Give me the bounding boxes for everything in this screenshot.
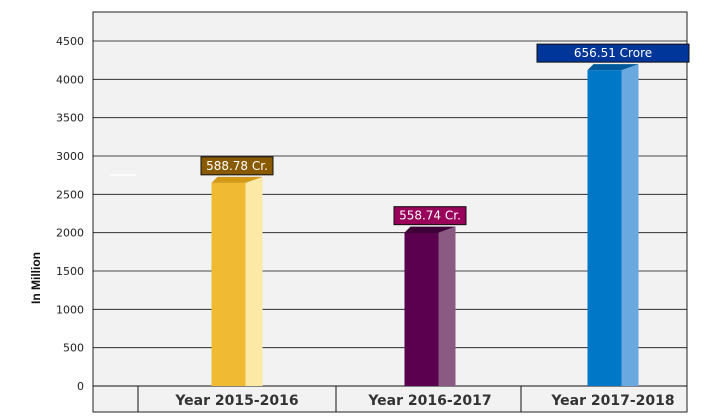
bar-front-face [587, 70, 622, 386]
category-label: Year 2015-2016 [174, 393, 298, 409]
y-tick-label: 4500 [56, 35, 84, 48]
category-label: Year 2016-2017 [367, 393, 491, 409]
y-tick-label: 4000 [56, 73, 84, 86]
bar-3: 656.51 Crore [536, 43, 690, 386]
bar-side-face [438, 226, 456, 386]
bars: 588.78 Cr. 558.74 Cr. 656.51 Crore [200, 43, 690, 386]
bar-2: 558.74 Cr. [393, 206, 467, 386]
y-tick-label: 3500 [56, 112, 84, 125]
y-tick-label: 1000 [56, 303, 84, 316]
bar-1: 588.78 Cr. [200, 156, 274, 386]
y-tick-label: 2000 [56, 227, 84, 240]
data-label: 558.74 Cr. [399, 209, 461, 223]
y-tick-label: 1500 [56, 265, 84, 278]
data-label-box [536, 43, 690, 63]
bar-side-face [245, 176, 263, 386]
bar-side-face [621, 64, 639, 386]
bar-top-face [211, 176, 263, 183]
bar-top-face [404, 226, 456, 233]
data-label: 588.78 Cr. [206, 159, 268, 173]
y-tick-label: 3000 [56, 150, 84, 163]
bar-front-face [211, 182, 246, 386]
category-labels: Year 2015-2016 Year 2016-2017 Year 2017-20… [174, 393, 674, 409]
bar-top-face [587, 64, 639, 71]
data-label: 656.51 Crore [574, 46, 652, 60]
bar-front-face [404, 232, 439, 386]
category-label: Year 2017-2018 [550, 393, 674, 409]
y-tick-labels: 0 500 1000 1500 2000 2500 3000 3500 4000 4500 [56, 35, 84, 393]
y-tick-label: 500 [63, 342, 84, 355]
y-tick-label: 0 [77, 380, 84, 393]
data-label-box [393, 206, 467, 226]
y-axis-label: In Million [29, 252, 43, 304]
y-tick-label: 2500 [56, 188, 84, 201]
data-label-box [200, 156, 274, 176]
